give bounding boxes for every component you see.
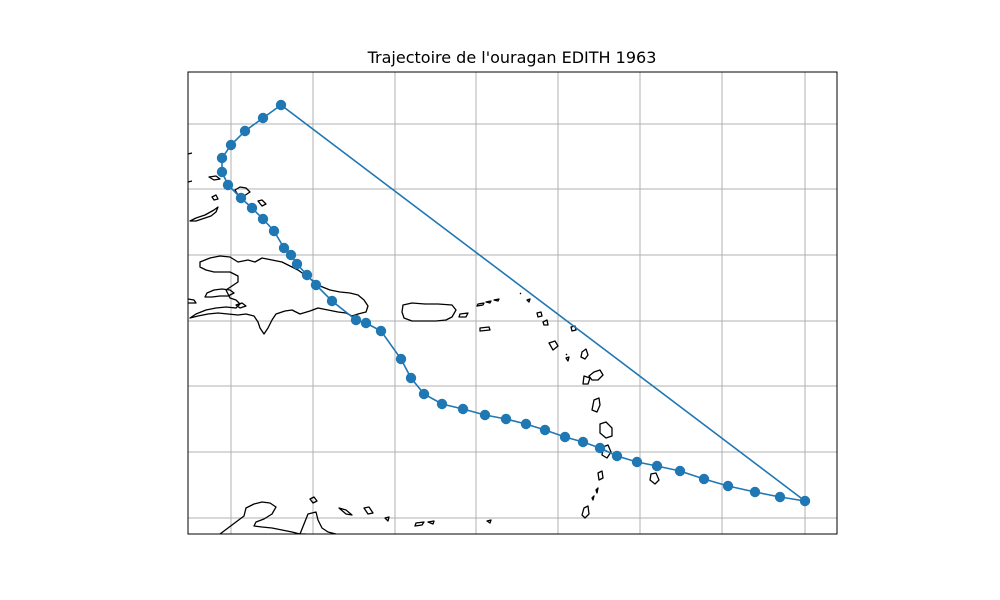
track-point xyxy=(749,486,761,498)
map-frame xyxy=(187,71,838,535)
coastline-vieques xyxy=(458,312,469,318)
track-point xyxy=(225,139,237,151)
coastline-cuba-east xyxy=(188,298,197,304)
coastline-anguilla xyxy=(526,298,549,326)
track-point xyxy=(257,213,269,225)
track-point xyxy=(301,269,313,281)
coastline-st-lucia xyxy=(601,444,612,459)
track-point xyxy=(326,295,338,307)
coastline-bahamas-5 xyxy=(257,199,267,207)
track-point xyxy=(577,436,589,448)
track-point xyxy=(395,353,407,365)
track-point xyxy=(360,317,372,329)
track-point xyxy=(285,249,297,261)
track-point xyxy=(375,325,387,337)
track-point xyxy=(350,314,362,326)
track-point xyxy=(479,409,491,421)
coastline-virgin-islands xyxy=(476,298,500,332)
coastline-south-america xyxy=(219,501,337,534)
track-point xyxy=(418,388,430,400)
track-point xyxy=(594,442,606,454)
coastline-abc-islands xyxy=(309,496,390,522)
map-area xyxy=(188,72,837,534)
track-point xyxy=(222,179,234,191)
track-point xyxy=(436,398,448,410)
coastline-jamaica xyxy=(204,288,235,298)
track-point xyxy=(722,480,734,492)
coastline-bahamas-6 xyxy=(211,194,219,201)
track-point xyxy=(278,242,290,254)
track-point xyxy=(268,225,280,237)
track-point xyxy=(799,495,811,507)
track-point xyxy=(457,403,469,415)
track-point xyxy=(539,424,551,436)
coastline-barbados xyxy=(649,472,660,485)
coastline-grenada xyxy=(581,505,590,519)
track-point xyxy=(774,491,786,503)
track-point xyxy=(246,202,258,214)
coastline-bahamas-1 xyxy=(188,152,193,183)
coastline-gonave xyxy=(235,302,247,309)
coastline-grenadines xyxy=(591,487,599,501)
track-point xyxy=(405,372,417,384)
track-point xyxy=(631,456,643,468)
coastline-bahamas-2 xyxy=(208,175,221,181)
track-point xyxy=(651,460,663,472)
coastline-puerto-rico xyxy=(401,302,457,322)
track-point xyxy=(559,431,571,443)
coastline-bahamas-4 xyxy=(189,206,219,222)
track-point xyxy=(698,473,710,485)
track-point xyxy=(239,125,251,137)
coastlines xyxy=(188,152,660,534)
track-point xyxy=(310,279,322,291)
track-point xyxy=(257,112,269,124)
hurricane-track xyxy=(216,99,811,507)
track-point xyxy=(275,99,287,111)
map-background xyxy=(188,72,837,534)
track-point xyxy=(216,166,228,178)
track-point xyxy=(235,192,247,204)
track-point xyxy=(611,450,623,462)
track-point xyxy=(291,258,303,270)
coastline-dominica xyxy=(591,397,601,413)
coastline-st-vincent xyxy=(597,470,604,481)
coastline-islets xyxy=(414,292,568,527)
coastline-guadeloupe xyxy=(580,348,604,385)
track-points xyxy=(216,99,811,507)
coastline-martinique xyxy=(599,421,613,439)
track-point xyxy=(520,418,532,430)
track-point xyxy=(674,465,686,477)
track-point xyxy=(500,413,512,425)
track-point xyxy=(216,152,228,164)
map-title: Trajectoire de l'ouragan EDITH 1963 xyxy=(367,48,657,67)
